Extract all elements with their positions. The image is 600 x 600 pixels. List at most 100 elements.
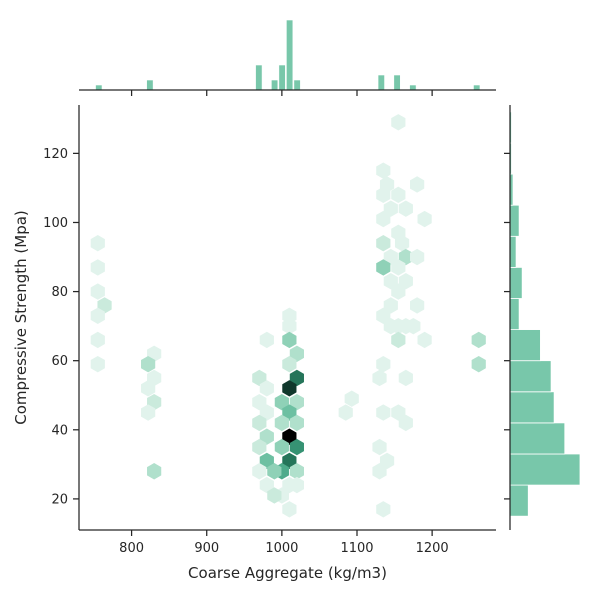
hexbin-cell xyxy=(289,369,304,387)
hexbin-cell xyxy=(376,404,391,421)
x-ticks: 800 900 1000 1100 1200 xyxy=(119,90,449,556)
hexbin-cell xyxy=(344,390,359,407)
hexbin-cell xyxy=(90,283,105,300)
hexbin-cell xyxy=(259,404,274,421)
hexbin-cell xyxy=(147,463,162,480)
hexbin-layer xyxy=(90,114,486,518)
y-tick-label: 80 xyxy=(51,285,68,300)
hexbin-cell xyxy=(259,428,274,445)
x-marginal-bar xyxy=(255,64,263,91)
y-tick-label: 100 xyxy=(43,216,68,231)
hexbin-cell xyxy=(289,438,304,456)
hexbin-cell xyxy=(289,414,304,432)
y-tick-label: 20 xyxy=(51,492,68,507)
x-marginal-bar xyxy=(146,79,154,91)
hexbin-cell xyxy=(394,235,410,252)
hexbin-cell xyxy=(410,297,425,314)
hexbin-cell xyxy=(406,317,421,335)
hexbin-cell xyxy=(417,331,432,349)
hexbin-cell xyxy=(282,331,297,349)
hexbin-cell xyxy=(252,414,267,432)
x-marginal-bar xyxy=(393,74,401,91)
x-marginal-histogram xyxy=(95,19,481,91)
hexbin-cell xyxy=(383,273,398,290)
y-marginal-bar xyxy=(509,484,529,517)
x-marginal-bar xyxy=(377,74,385,91)
axes: 800 900 1000 1100 1200 20 40 60 80 100 120 xyxy=(43,89,511,556)
hexbin-cell xyxy=(274,414,289,432)
hexbin-cell xyxy=(282,452,297,470)
hexbin-cell xyxy=(90,355,105,373)
y-axis-title: Compressive Strength (Mpa) xyxy=(12,210,30,425)
hexbin-cell xyxy=(383,248,398,266)
hexbin-cell xyxy=(90,307,105,324)
y-marginal-bar xyxy=(509,266,523,299)
hexbin-cell xyxy=(376,235,391,252)
hexbin-cell xyxy=(383,200,398,217)
hexbin-cell xyxy=(398,369,413,387)
hexbin-cell xyxy=(398,248,413,266)
hexbin-cell xyxy=(379,452,395,470)
hexbin-cell xyxy=(90,331,105,349)
y-tick-label: 120 xyxy=(43,147,68,162)
y-marginal-bar xyxy=(509,204,520,237)
x-marginal-bar xyxy=(473,84,481,91)
hexbin-cell xyxy=(259,452,274,470)
hexbin-cell xyxy=(274,438,289,456)
hexbin-cell xyxy=(252,463,267,480)
x-tick-label: 1000 xyxy=(265,541,298,556)
hexbin-cell xyxy=(471,355,486,373)
hexbin-cell xyxy=(289,345,304,362)
x-marginal-bar xyxy=(278,64,286,91)
hexbin-cell xyxy=(376,210,391,228)
y-marginal-bar xyxy=(509,298,520,331)
hexbin-cell xyxy=(259,380,274,397)
hexbin-cell xyxy=(391,259,406,276)
y-marginal-histogram xyxy=(509,111,581,517)
y-marginal-bar xyxy=(509,422,566,455)
hexbin-cell xyxy=(417,210,432,228)
hexbin-cell xyxy=(471,331,486,349)
x-tick-label: 1200 xyxy=(416,541,449,556)
hexbin-cell xyxy=(252,369,267,387)
hexbin-cell xyxy=(259,331,274,349)
hexbin-cell xyxy=(376,259,391,276)
hexbin-cell xyxy=(282,428,297,445)
hexbin-cell xyxy=(267,463,282,480)
hexbin-cell xyxy=(372,369,387,387)
y-marginal-bar xyxy=(509,391,555,424)
hexbin-cell xyxy=(338,404,353,421)
hexbin-cell xyxy=(376,186,391,204)
hexbin-cell xyxy=(282,307,297,324)
hexbin-cell xyxy=(141,355,156,373)
hexbin-cell xyxy=(391,331,406,349)
hexbin-cell xyxy=(289,463,304,480)
hexbin-cell xyxy=(372,463,387,480)
hexbin-cell xyxy=(391,404,406,421)
hexbin-cell xyxy=(90,259,105,276)
hexbin-cell xyxy=(391,114,406,131)
hexbin-cell xyxy=(398,414,413,432)
hexbin-cell xyxy=(410,248,425,266)
x-tick-label: 1100 xyxy=(340,541,373,556)
hexbin-cell xyxy=(289,476,304,494)
x-marginal-bar xyxy=(271,79,279,91)
hexbin-cell xyxy=(259,476,274,494)
y-tick-label: 40 xyxy=(51,423,68,438)
hexbin-cell xyxy=(282,380,297,397)
hexbin-cell xyxy=(252,393,267,411)
hexbin-cell xyxy=(282,355,297,373)
y-marginal-bar xyxy=(509,453,581,486)
hexbin-cell xyxy=(398,200,413,217)
y-marginal-bar xyxy=(509,360,552,393)
y-marginal-bar xyxy=(509,235,517,268)
hexbin-cell xyxy=(282,404,297,421)
hexbin-cell xyxy=(141,404,156,421)
hexbin-cell xyxy=(141,380,156,397)
x-marginal-bar xyxy=(409,84,417,91)
x-axis-title: Coarse Aggregate (kg/m3) xyxy=(188,564,387,582)
hexbin-cell xyxy=(391,186,406,204)
hexbin-cell xyxy=(376,501,391,518)
